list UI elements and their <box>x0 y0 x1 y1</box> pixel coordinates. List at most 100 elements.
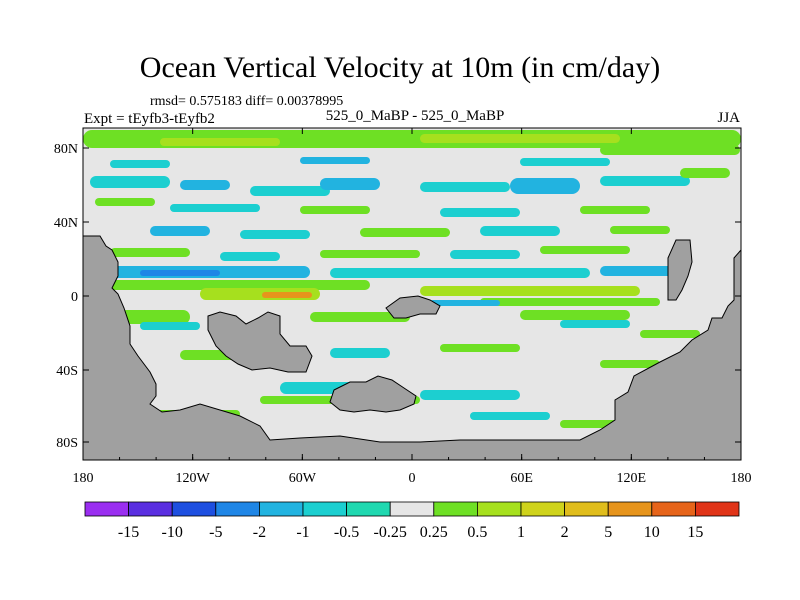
lat-tick-label: 40N <box>54 216 78 231</box>
velocity-contour-patch <box>480 298 660 306</box>
colorbar-label: -0.25 <box>374 524 407 541</box>
velocity-contour-patch <box>250 186 330 196</box>
season-label: JJA <box>717 110 740 126</box>
velocity-contour-patch <box>480 226 560 236</box>
colorbar-label: 10 <box>644 524 660 541</box>
colorbar-label: 1 <box>517 524 525 541</box>
velocity-contour-patch <box>470 412 550 420</box>
colorbar-swatch <box>258 501 304 517</box>
colorbar-swatch <box>346 501 391 517</box>
colorbar-label: 2 <box>561 524 569 541</box>
velocity-contour-patch <box>640 330 700 338</box>
map-plot-area <box>82 127 742 461</box>
velocity-field <box>83 130 741 452</box>
velocity-contour-patch <box>360 228 450 237</box>
velocity-contour-patch <box>320 250 420 258</box>
velocity-contour-patch <box>600 176 690 186</box>
velocity-contour-patch <box>610 226 670 234</box>
velocity-contour-patch <box>310 312 410 322</box>
colorbar-swatch <box>607 501 653 517</box>
land-masses <box>82 235 742 461</box>
colorbar-swatch <box>695 501 740 517</box>
lat-tick-label: 0 <box>71 290 78 305</box>
colorbar-label: -15 <box>118 524 139 541</box>
velocity-contour-patch <box>520 310 630 320</box>
velocity-contour-patch <box>540 246 630 254</box>
velocity-contour-patch <box>110 160 170 168</box>
colorbar-label: -5 <box>209 524 222 541</box>
lon-tick-label: 0 <box>409 471 416 486</box>
lon-tick-label: 60W <box>289 471 317 486</box>
velocity-contour-patch <box>300 206 370 214</box>
colorbar-swatch <box>84 501 129 517</box>
plot-title: Ocean Vertical Velocity at 10m (in cm/da… <box>139 51 661 84</box>
lon-tick-label: 180 <box>731 471 752 486</box>
colorbar-swatch <box>128 501 173 517</box>
velocity-contour-patch <box>440 208 520 217</box>
velocity-contour-patch <box>420 134 620 143</box>
colorbar-swatch <box>433 501 478 517</box>
lon-tick-label: 120E <box>617 471 647 486</box>
velocity-contour-patch <box>580 206 650 214</box>
colorbar-label: 5 <box>604 524 612 541</box>
velocity-contour-patch <box>420 390 520 400</box>
lat-tick-label: 80N <box>54 142 78 157</box>
velocity-contour-patch <box>330 348 390 358</box>
case-label: 525_0_MaBP - 525_0_MaBP <box>325 108 505 124</box>
velocity-contour-patch <box>150 226 210 236</box>
velocity-contour-patch <box>560 420 620 428</box>
velocity-contour-patch <box>90 176 170 188</box>
velocity-contour-patch <box>450 250 520 259</box>
rmsd-diff-stats: rmsd= 0.575183 diff= 0.00378995 <box>150 94 344 109</box>
colorbar-label: -10 <box>162 524 183 541</box>
velocity-contour-patch <box>420 182 510 192</box>
velocity-contour-patch <box>600 266 680 276</box>
colorbar-swatch <box>520 501 565 517</box>
colorbar-swatch <box>476 501 522 517</box>
colorbar-label: -0.5 <box>334 524 359 541</box>
velocity-contour-patch <box>262 292 312 298</box>
colorbar-swatch <box>564 501 609 517</box>
velocity-contour-patch <box>330 268 590 278</box>
velocity-contour-patch <box>110 248 190 257</box>
colorbar-label: 0.5 <box>467 524 487 541</box>
land-mass <box>667 239 693 301</box>
lon-tick-label: 120W <box>176 471 211 486</box>
land-mass <box>82 235 742 461</box>
velocity-contour-patch <box>320 178 380 190</box>
colorbar: -15 -10 -5 -2 -1 -0.5 -0.25 0.25 0.5 1 2 5 10 15 <box>84 501 740 541</box>
colorbar-swatch <box>215 501 260 517</box>
velocity-contour-patch <box>120 310 190 324</box>
velocity-contour-patch <box>170 204 260 212</box>
velocity-contour-patch <box>680 168 730 178</box>
colorbar-label: 0.25 <box>420 524 448 541</box>
velocity-contour-patch <box>240 230 310 239</box>
velocity-contour-patch <box>600 145 740 155</box>
velocity-contour-patch <box>430 300 500 306</box>
colorbar-swatch <box>651 501 696 517</box>
velocity-contour-patch <box>510 178 580 194</box>
lat-tick-label: 80S <box>56 436 78 451</box>
velocity-contour-patch <box>440 344 520 352</box>
velocity-contour-patch <box>600 360 660 368</box>
velocity-contour-patch <box>140 322 200 330</box>
velocity-contour-patch <box>420 286 640 296</box>
velocity-contour-patch <box>95 198 155 206</box>
velocity-contour-patch <box>90 280 370 290</box>
colorbar-swatch <box>171 501 217 517</box>
map-axes: 80N 40N 0 40S 80S 180 120W 60W 0 60E 120E 180 <box>54 128 752 486</box>
velocity-contour-patch <box>160 138 280 146</box>
velocity-contour-patch <box>220 252 280 261</box>
land-mass <box>329 375 417 413</box>
colorbar-label: 15 <box>687 524 703 541</box>
colorbar-swatch <box>389 501 435 517</box>
colorbar-label: -2 <box>253 524 266 541</box>
velocity-contour-patch <box>140 270 220 276</box>
colorbar-swatch <box>302 501 347 517</box>
velocity-contour-patch <box>560 320 630 328</box>
land-mass <box>207 311 313 373</box>
velocity-contour-patch <box>300 157 370 164</box>
velocity-contour-patch <box>180 180 230 190</box>
lon-tick-label: 180 <box>73 471 94 486</box>
